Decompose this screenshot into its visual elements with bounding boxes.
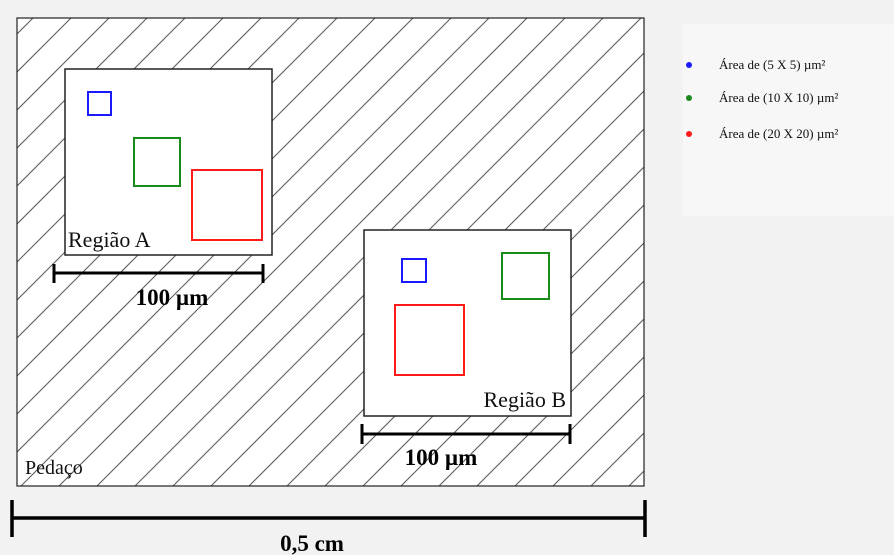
region-b-area-20x20 [394, 304, 465, 376]
red-dot-icon [686, 131, 692, 137]
region-b: Região B [363, 229, 572, 417]
legend-item-10x10: Área de (10 X 10) µm² [686, 88, 839, 108]
region-a-area-20x20 [191, 169, 263, 241]
region-a-area-10x10 [133, 137, 181, 187]
legend-label-5x5: Área de (5 X 5) µm² [719, 57, 826, 72]
region-a: Região A [64, 68, 273, 256]
specimen-border [16, 17, 645, 487]
region-a-scale-label: 100 µm [136, 285, 209, 310]
region-a-scale-bar [52, 264, 265, 283]
hatch-line [514, 356, 644, 486]
hatch-line [58, 18, 528, 486]
green-dot-icon [686, 95, 692, 101]
region-b-box [363, 229, 572, 417]
blue-dot-icon [686, 62, 692, 68]
region-a-area-5x5 [87, 91, 112, 116]
hatch-line [552, 394, 644, 486]
region-b-label: Região B [484, 387, 567, 412]
hatch-line [17, 18, 110, 111]
region-b-scale-bar [360, 424, 572, 444]
legend-label-20x20: Área de (20 X 20) µm² [719, 126, 839, 141]
region-a-label: Região A [68, 227, 151, 252]
legend-label-10x10: Área de (10 X 10) µm² [719, 90, 839, 105]
specimen-label: Pedaço [25, 457, 83, 479]
legend-item-5x5: Área de (5 X 5) µm² [686, 55, 826, 75]
specimen-scale-label: 0,5 cm [280, 531, 344, 555]
region-a-box [64, 68, 273, 256]
legend-item-20x20: Área de (20 X 20) µm² [686, 124, 839, 144]
legend: Área de (5 X 5) µm² Área de (10 X 10) µm… [683, 24, 894, 216]
hatch-line [96, 18, 566, 486]
specimen-scale-bar [10, 500, 647, 537]
region-b-area-5x5 [401, 258, 427, 283]
region-b-scale-label: 100 µm [405, 445, 478, 470]
region-b-area-10x10 [501, 252, 550, 300]
